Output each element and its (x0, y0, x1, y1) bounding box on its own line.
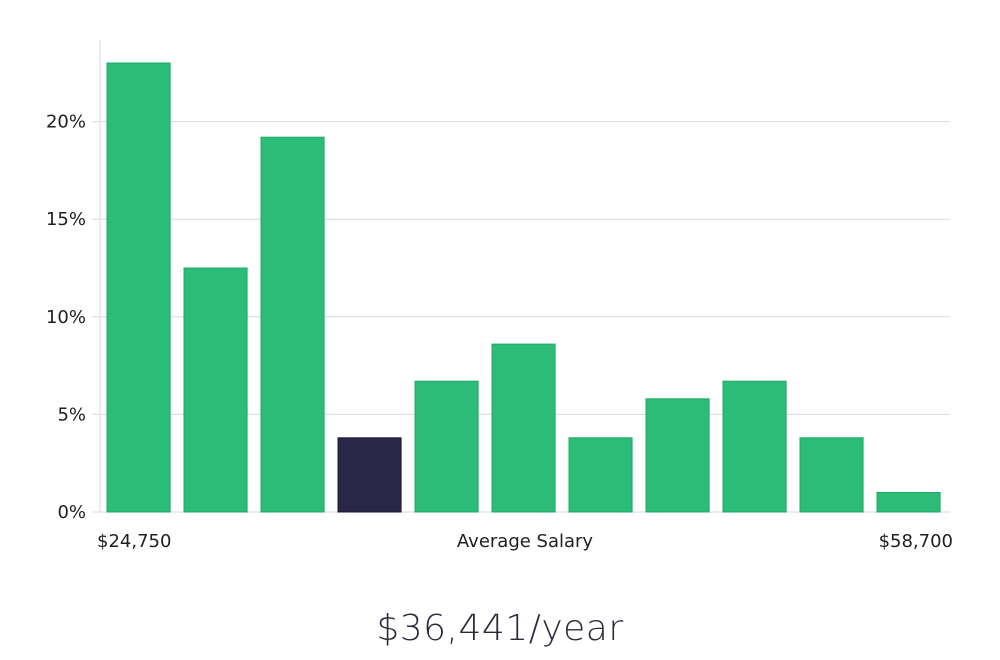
y-tick-label: 10% (46, 307, 86, 328)
y-tick-label: 20% (46, 112, 86, 133)
salary-histogram: 0% 5% 10% 15% 20% $24,750 Average Salary $58… (46, 40, 953, 552)
x-end-label: $58,700 (879, 531, 953, 552)
bar (568, 437, 633, 513)
bar (183, 267, 248, 513)
y-tick-labels: 0% 5% 10% 15% 20% (46, 112, 86, 523)
bar (645, 398, 710, 513)
bar (876, 492, 941, 513)
x-start-label: $24,750 (97, 531, 171, 552)
bars (106, 62, 941, 513)
bar (106, 62, 171, 513)
x-labels: $24,750 Average Salary $58,700 (97, 531, 953, 552)
y-tick-label: 5% (57, 404, 86, 425)
bar (799, 437, 864, 513)
bar-highlighted (337, 437, 402, 513)
bar (414, 380, 479, 513)
bar (722, 380, 787, 513)
y-tick-label: 15% (46, 209, 86, 230)
average-salary-value: $36,441/year (376, 608, 624, 649)
y-tick-label: 0% (57, 502, 86, 523)
x-axis-title: Average Salary (457, 531, 594, 552)
bar (260, 136, 325, 513)
bar (491, 343, 556, 513)
